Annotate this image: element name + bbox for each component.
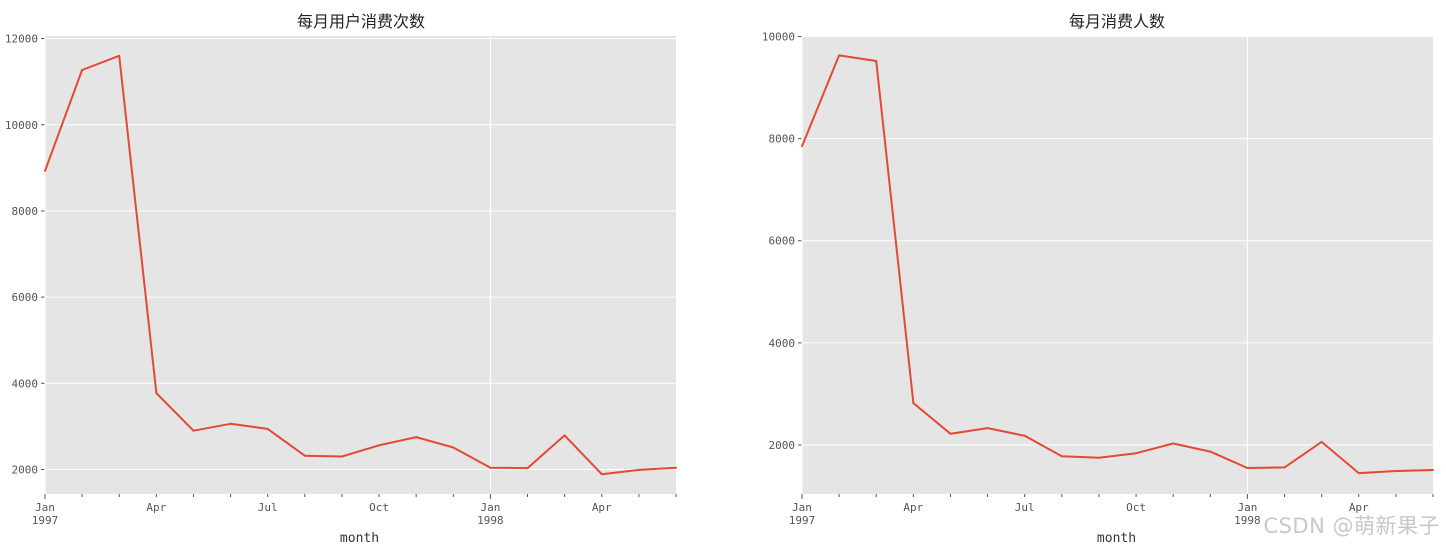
data-point	[838, 54, 841, 57]
data-point	[118, 54, 121, 57]
y-tick-label: 8000	[12, 205, 39, 218]
data-point	[44, 169, 46, 172]
data-point	[637, 468, 640, 471]
x-tick-label: Jul	[258, 501, 278, 514]
x-tick-year-label: 1998	[477, 514, 504, 527]
x-tick-label: Apr	[903, 501, 923, 514]
y-tick-label: 12000	[5, 33, 38, 46]
x-tick-label: Jan	[480, 501, 500, 514]
x-tick-year-label: 1998	[1234, 514, 1261, 527]
data-point	[155, 392, 158, 395]
x-tick-label: Apr	[1349, 501, 1369, 514]
data-point	[1432, 469, 1434, 472]
data-point	[81, 69, 84, 72]
data-point	[303, 454, 306, 457]
x-tick-label: Oct	[369, 501, 389, 514]
data-point	[1394, 470, 1397, 473]
data-point	[526, 467, 529, 470]
y-tick-label: 4000	[769, 337, 796, 350]
x-tick-label: Apr	[592, 501, 612, 514]
data-point	[1357, 472, 1360, 475]
data-point	[675, 466, 677, 469]
data-point	[266, 427, 269, 430]
data-point	[1023, 434, 1026, 437]
data-point	[563, 434, 566, 437]
x-tick-label: Jul	[1015, 501, 1035, 514]
data-point	[378, 444, 381, 447]
data-point	[600, 473, 603, 476]
y-tick-label: 8000	[769, 133, 796, 146]
x-tick-label: Apr	[146, 501, 166, 514]
x-tick-label: Oct	[1126, 501, 1146, 514]
data-point	[489, 466, 492, 469]
data-point	[986, 427, 989, 430]
y-tick-label: 10000	[5, 119, 38, 132]
y-tick-label: 10000	[762, 31, 795, 44]
x-axis-label: month	[1097, 531, 1136, 546]
y-tick-label: 6000	[12, 291, 39, 304]
x-tick-year-label: 1997	[32, 514, 59, 527]
y-tick-label: 6000	[769, 235, 796, 248]
data-point	[912, 402, 915, 405]
x-tick-label: Jan	[1237, 501, 1257, 514]
data-point	[1320, 440, 1323, 443]
watermark: CSDN @萌新果子	[1263, 514, 1440, 538]
x-axis-label: month	[340, 531, 379, 546]
chart-title: 每月消费人数	[1069, 12, 1165, 31]
plot-area	[45, 36, 676, 494]
data-point	[875, 60, 878, 63]
data-point	[1172, 442, 1175, 445]
data-point	[229, 422, 232, 425]
data-point	[1209, 450, 1212, 453]
data-point	[192, 429, 195, 432]
y-tick-label: 2000	[12, 463, 39, 476]
x-tick-label: Jan	[792, 501, 812, 514]
series-line	[801, 54, 1434, 475]
data-point	[949, 432, 952, 435]
plot-area	[802, 36, 1433, 494]
data-point	[340, 455, 343, 458]
data-point	[452, 446, 455, 449]
data-point	[415, 436, 418, 439]
y-tick-label: 2000	[769, 439, 796, 452]
data-point	[1060, 455, 1063, 458]
y-tick-label: 4000	[12, 377, 39, 390]
data-point	[1246, 466, 1249, 469]
data-point	[801, 145, 803, 148]
data-point	[1135, 452, 1138, 455]
x-tick-year-label: 1997	[789, 514, 816, 527]
x-tick-label: Jan	[35, 501, 55, 514]
series-line	[44, 54, 677, 476]
data-point	[1283, 466, 1286, 469]
chart-title: 每月用户消费次数	[297, 12, 425, 31]
data-point	[1097, 456, 1100, 459]
